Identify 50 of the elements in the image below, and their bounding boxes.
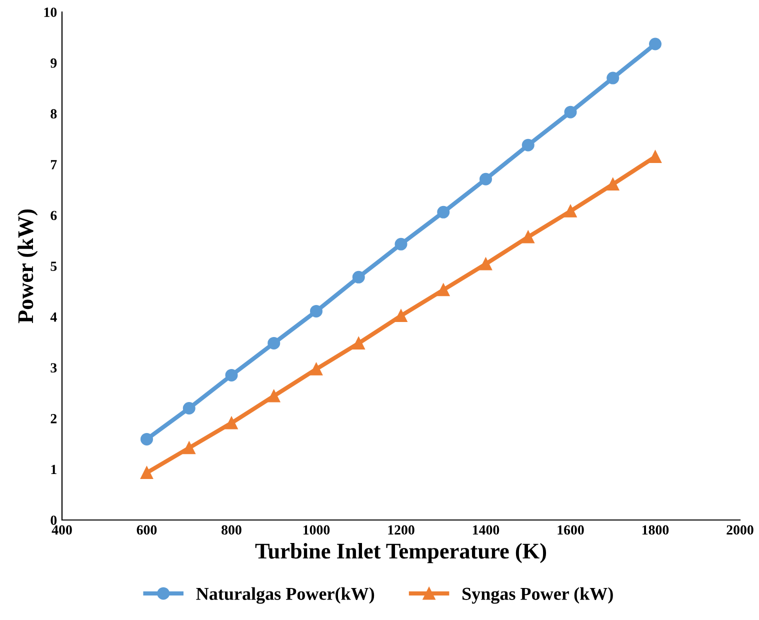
point [480, 172, 492, 186]
y-tick-label: 1 [51, 464, 56, 474]
point [394, 310, 408, 322]
x-tick-label: 2000 [726, 525, 754, 535]
point [352, 270, 365, 284]
point [225, 368, 238, 382]
x-tick-label: 1400 [472, 525, 500, 535]
x-tick-label: 1000 [303, 525, 330, 535]
point [606, 178, 620, 190]
point [649, 150, 662, 164]
legend-label: Naturalgas Power(kW) [196, 587, 374, 604]
point [268, 336, 280, 350]
y-tick-label: 6 [50, 210, 57, 220]
point [606, 72, 620, 84]
point [394, 238, 408, 250]
y-tick-label: 9 [50, 58, 57, 68]
y-tick-label: 4 [50, 312, 57, 322]
x-tick-label: 400 [52, 525, 72, 535]
point [182, 442, 196, 454]
y-axis-title: Power (kW) [18, 209, 38, 324]
point [182, 402, 196, 414]
x-tick-label: 1600 [558, 525, 584, 535]
point [268, 390, 280, 402]
y-tick-label: 5 [50, 262, 57, 271]
x-axis-title: Turbine Inlet Temperature (K) [255, 543, 546, 564]
point [437, 284, 450, 296]
y-tick-label: 7 [50, 160, 57, 170]
point [522, 230, 534, 244]
point [564, 204, 577, 218]
x-tick-label: 1800 [642, 525, 669, 535]
y-tick-label: 8 [50, 109, 57, 119]
point [480, 258, 492, 270]
x-tick-label: 600 [136, 525, 157, 535]
y-tick-label: 10 [44, 8, 57, 17]
x-tick-label: 800 [222, 525, 242, 535]
point [225, 416, 238, 430]
point [310, 304, 322, 318]
point [649, 38, 662, 50]
y-tick-label: 3 [50, 363, 57, 373]
legend-label: Syngas Power (kW) [462, 587, 613, 604]
point [522, 138, 534, 152]
point [437, 206, 450, 218]
point [140, 466, 153, 480]
point [140, 432, 153, 446]
y-tick-label: 2 [50, 414, 57, 424]
x-tick-label: 1200 [388, 525, 414, 535]
point [564, 106, 577, 118]
point [352, 336, 365, 350]
point [310, 362, 322, 376]
y-tick-label: 0 [50, 516, 57, 525]
